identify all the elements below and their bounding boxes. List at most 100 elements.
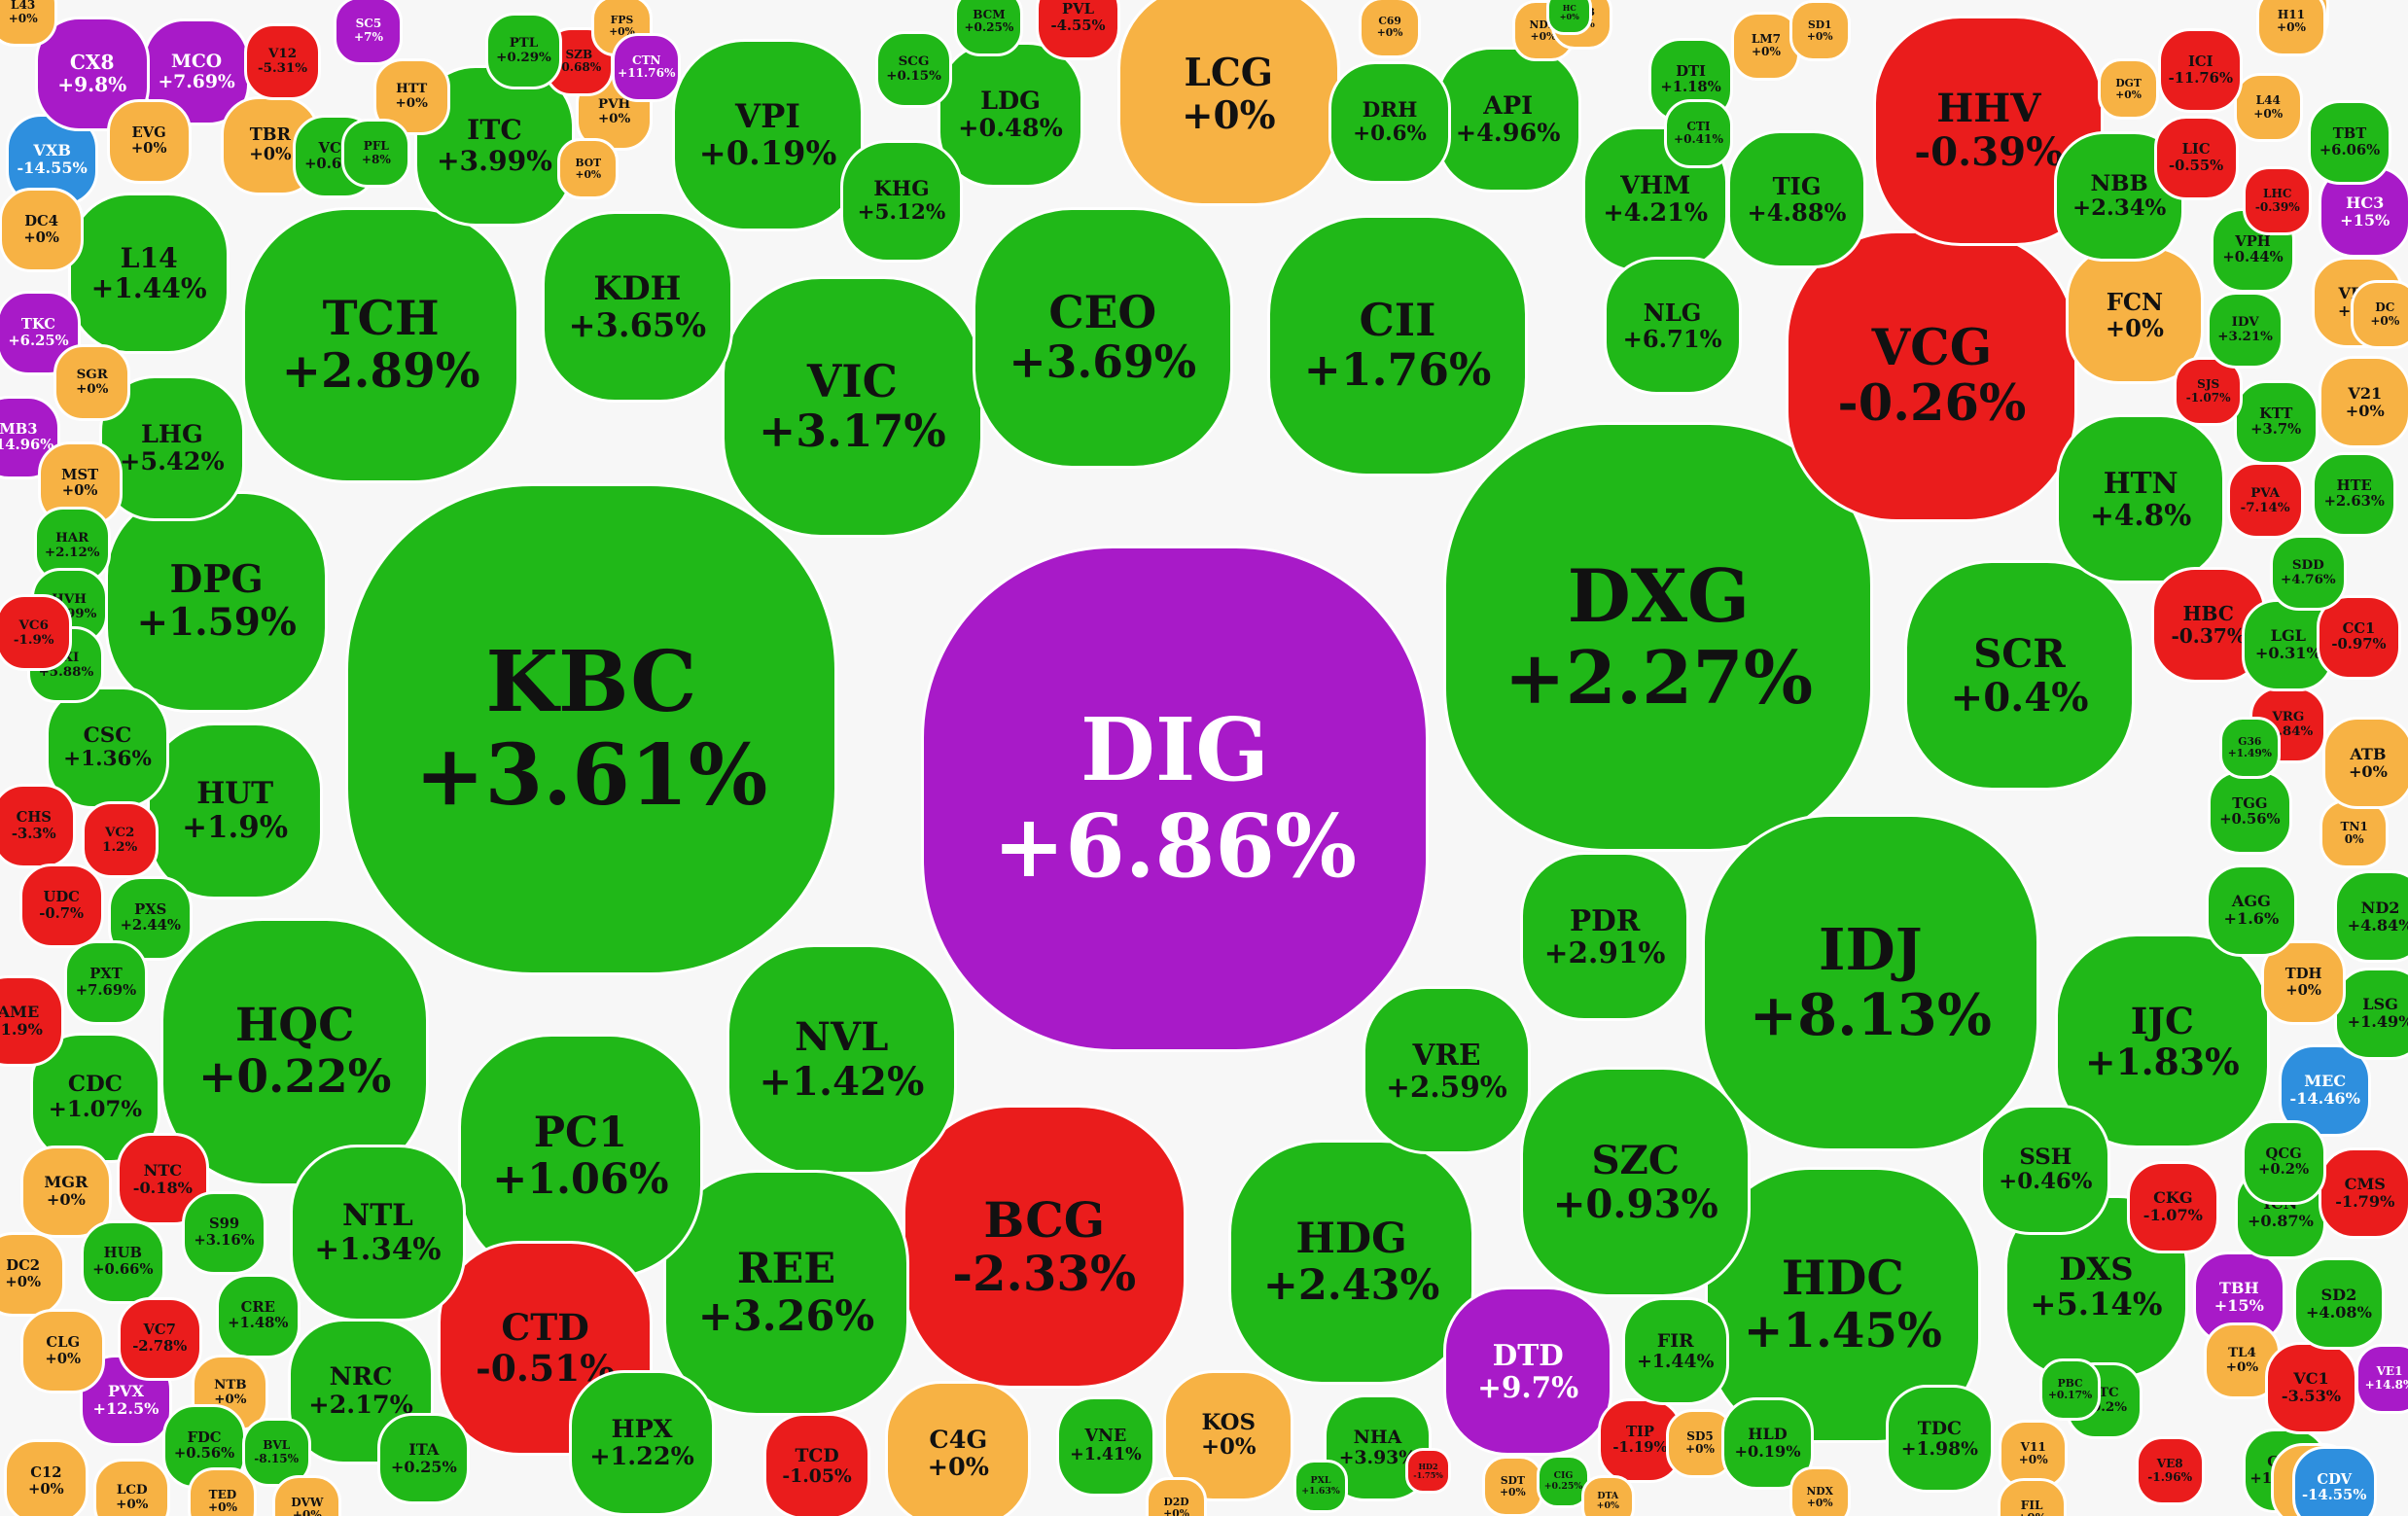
stock-cell-l44[interactable]: L44 +0% [2233, 73, 2303, 143]
stock-cell-tcd[interactable]: TCD -1.05% [762, 1412, 871, 1516]
stock-cell-dpg[interactable]: DPG +1.59% [105, 490, 329, 714]
stock-cell-hd2[interactable]: HD2 -1.75% [1404, 1448, 1452, 1495]
stock-cell-ita[interactable]: ITA +0.25% [377, 1412, 471, 1505]
stock-cell-tkc[interactable]: TKC +6.25% [0, 291, 81, 376]
stock-cell-pc1[interactable]: PC1 +1.06% [457, 1033, 704, 1280]
stock-cell-lic[interactable]: LIC -0.55% [2153, 116, 2239, 201]
stock-cell-hc[interactable]: HC +0% [1546, 0, 1593, 36]
stock-cell-idv[interactable]: IDV +3.21% [2207, 292, 2284, 369]
stock-cell-bot[interactable]: BOT +0% [557, 138, 620, 200]
stock-cell-clg[interactable]: CLG +0% [20, 1309, 106, 1393]
stock-cell-udc[interactable]: UDC -0.7% [18, 864, 104, 949]
stock-cell-hpx[interactable]: HPX +1.22% [569, 1370, 716, 1516]
stock-cell-scg[interactable]: SCG +0.15% [875, 30, 953, 108]
stock-cell-h11[interactable]: H11 +0% [2256, 0, 2326, 56]
stock-cell-lhg[interactable]: LHG +5.42% [98, 375, 245, 522]
stock-cell-bcm[interactable]: BCM +0.25% [954, 0, 1024, 56]
stock-cell-ici[interactable]: ICI -11.76% [2158, 28, 2244, 114]
stock-cell-ssh[interactable]: SSH +0.46% [1980, 1105, 2111, 1236]
stock-cell-dc4[interactable]: DC4 +0% [0, 188, 85, 273]
stock-cell-sjs[interactable]: SJS -1.07% [2174, 357, 2244, 427]
stock-cell-pxt[interactable]: PXT +7.69% [63, 940, 149, 1026]
stock-cell-ve8[interactable]: VE8 -1.96% [2135, 1436, 2205, 1506]
stock-cell-nrc[interactable]: NRC +2.17% [288, 1318, 435, 1464]
stock-cell-s99[interactable]: S99 +3.16% [182, 1190, 266, 1276]
stock-cell-cms[interactable]: CMS -1.79% [2319, 1146, 2408, 1240]
stock-cell-cre[interactable]: CRE +1.48% [215, 1273, 301, 1358]
stock-cell-ceo[interactable]: CEO +3.69% [972, 207, 1233, 469]
stock-cell-pvl[interactable]: PVL -4.55% [1036, 0, 1120, 61]
stock-cell-tn1[interactable]: TN1 0% [2319, 798, 2390, 868]
stock-cell-tch[interactable]: TCH +2.89% [242, 207, 519, 484]
stock-cell-scr[interactable]: SCR +0.4% [1904, 560, 2135, 792]
stock-cell-vne[interactable]: VNE +1.41% [1055, 1396, 1156, 1497]
stock-cell-bcg[interactable]: BCG -2.33% [902, 1105, 1186, 1390]
stock-cell-sdt[interactable]: SDT +0% [1481, 1455, 1543, 1516]
stock-cell-ree[interactable]: REE +3.26% [663, 1170, 909, 1416]
stock-cell-c69[interactable]: C69 +0% [1359, 0, 1421, 58]
stock-cell-vpi[interactable]: VPI +0.19% [671, 39, 865, 231]
stock-cell-cti[interactable]: CTI +0.41% [1663, 98, 1733, 168]
stock-cell-lsg[interactable]: LSG +1.49% [2334, 967, 2408, 1060]
stock-cell-vcg[interactable]: VCG -0.26% [1786, 229, 2078, 522]
stock-cell-ctn[interactable]: CTN +11.76% [612, 32, 682, 102]
stock-cell-tdc[interactable]: TDC +1.98% [1886, 1385, 1994, 1493]
stock-cell-agg[interactable]: AGG +1.6% [2205, 864, 2298, 957]
stock-cell-szc[interactable]: SZC +0.93% [1520, 1067, 1752, 1298]
stock-cell-d2d[interactable]: D2D +0% [1145, 1477, 1208, 1516]
stock-cell-ame[interactable]: AME-1.9% [0, 974, 65, 1068]
stock-cell-tbt[interactable]: TBT +6.06% [2307, 100, 2392, 186]
stock-cell-tig[interactable]: TIG +4.88% [1727, 130, 1866, 269]
stock-cell-cdv[interactable]: CDV -14.55% [2291, 1445, 2377, 1516]
stock-cell-kbc[interactable]: KBC +3.61% [345, 483, 837, 975]
stock-cell-atb[interactable]: ATB +0% [2321, 717, 2408, 810]
stock-cell-evg[interactable]: EVG +0% [106, 98, 192, 184]
stock-cell-c12[interactable]: C12 +0% [3, 1439, 89, 1516]
stock-cell-idj[interactable]: IDJ +8.13% [1701, 813, 2039, 1152]
stock-cell-drh[interactable]: DRH +0.6% [1328, 61, 1452, 185]
stock-cell-hqc[interactable]: HQC +0.22% [160, 917, 430, 1186]
stock-cell-cc1[interactable]: CC1 -0.97% [2317, 594, 2401, 680]
stock-cell-dig[interactable]: DIG +6.86% [921, 545, 1429, 1052]
stock-cell-ted[interactable]: TED +0% [188, 1466, 258, 1516]
stock-cell-v12[interactable]: V12 -5.31% [244, 22, 322, 100]
stock-cell-sc5[interactable]: SC5 +7% [334, 0, 404, 66]
stock-cell-pfl[interactable]: PFL +8% [341, 119, 411, 189]
stock-cell-nbb[interactable]: NBB +2.34% [2054, 131, 2185, 263]
stock-cell-pbc[interactable]: PBC +0.17% [2039, 1358, 2102, 1421]
stock-cell-lm7[interactable]: LM7 +0% [1731, 11, 1801, 81]
stock-cell-fil[interactable]: FIL+0% [1997, 1477, 2067, 1516]
stock-cell-csc[interactable]: CSC +1.36% [46, 686, 169, 810]
stock-cell-l43[interactable]: L43 +0% [0, 0, 58, 48]
stock-cell-ntl[interactable]: NTL +1.34% [289, 1145, 467, 1322]
stock-cell-dc[interactable]: DC +0% [2350, 280, 2408, 350]
stock-cell-vc6[interactable]: VC6 -1.9% [0, 594, 73, 672]
stock-cell-pxl[interactable]: PXL +1.63% [1293, 1459, 1348, 1514]
stock-cell-ve1[interactable]: VE1+14.8% [2355, 1344, 2408, 1414]
stock-cell-hdg[interactable]: HDG +2.43% [1228, 1139, 1474, 1386]
stock-cell-ktt[interactable]: KTT +3.7% [2233, 379, 2319, 465]
stock-cell-dtd[interactable]: DTD +9.7% [1443, 1287, 1613, 1456]
stock-cell-vre[interactable]: VRE +2.59% [1362, 985, 1532, 1155]
stock-cell-mgr[interactable]: MGR +0% [19, 1145, 113, 1238]
stock-cell-kdh[interactable]: KDH +3.65% [541, 211, 733, 404]
stock-cell-c4g[interactable]: C4G +0% [885, 1381, 1032, 1516]
stock-cell-ndx[interactable]: NDX +0% [1788, 1466, 1851, 1516]
stock-cell-tgg[interactable]: TGG +0.56% [2207, 769, 2292, 855]
stock-cell-v21[interactable]: V21 +0% [2319, 356, 2408, 449]
stock-cell-g36[interactable]: G36 +1.49% [2218, 717, 2281, 779]
stock-cell-sdd[interactable]: SDD +4.76% [2269, 534, 2347, 612]
stock-cell-ldg[interactable]: LDG +0.48% [938, 42, 1084, 189]
stock-cell-dgt[interactable]: DGT +0% [2098, 58, 2160, 121]
stock-cell-tdh[interactable]: TDH +0% [2261, 940, 2347, 1026]
stock-cell-chs[interactable]: CHS -3.3% [0, 784, 77, 868]
stock-cell-hub[interactable]: HUB +0.66% [80, 1219, 165, 1305]
stock-cell-vc2[interactable]: VC2 1.2% [81, 801, 159, 879]
stock-cell-dvw[interactable]: DVW +0% [272, 1474, 342, 1516]
stock-cell-fir[interactable]: FIR +1.44% [1621, 1297, 1730, 1405]
stock-cell-cx8[interactable]: CX8 +9.8% [34, 16, 150, 131]
stock-cell-ptl[interactable]: PTL +0.29% [484, 12, 562, 89]
stock-cell-vc7[interactable]: VC7 -2.78% [117, 1296, 202, 1382]
stock-cell-ntc[interactable]: NTC -0.18% [117, 1133, 209, 1226]
stock-cell-lcg[interactable]: LCG +0% [1116, 0, 1340, 207]
